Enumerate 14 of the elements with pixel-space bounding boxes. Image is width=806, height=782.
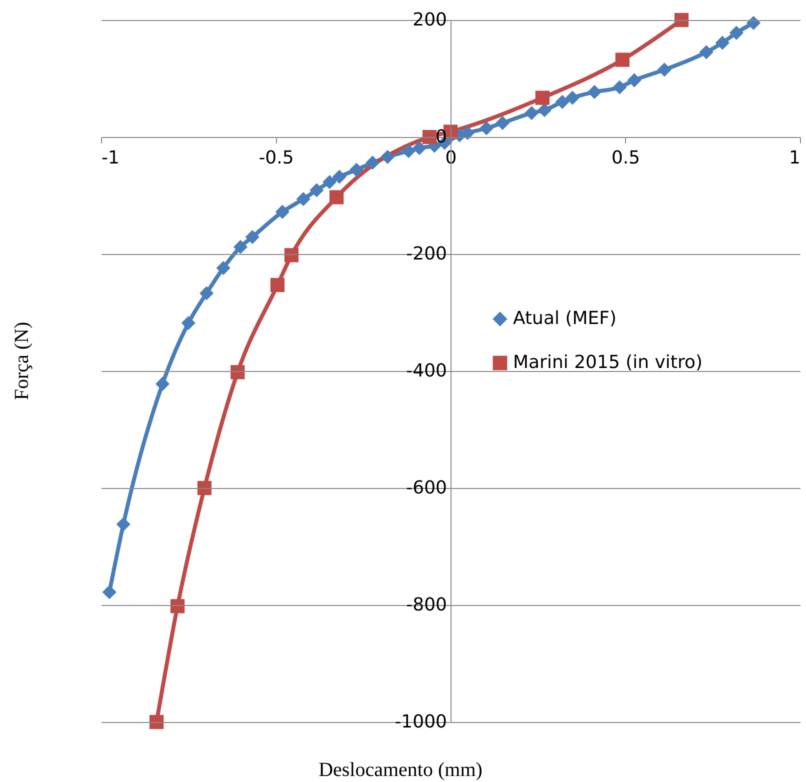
y-tick-label: -200 (406, 244, 447, 264)
x-tick-label: 0.5 (611, 148, 640, 168)
y-tick-label: -600 (406, 478, 447, 498)
y-tick-label: 200 (412, 10, 447, 30)
x-tick-label: 1 (789, 148, 800, 168)
x-tick-label: -1 (102, 148, 120, 168)
y-tick-label: -1000 (394, 712, 447, 732)
x-axis-title: Deslocamento (mm) (318, 759, 482, 781)
legend-label: Marini 2015 (in vitro) (513, 352, 703, 373)
y-tick-label: -800 (406, 594, 447, 616)
x-tick-label: -0.5 (258, 148, 294, 168)
y-tick-label: -400 (406, 360, 447, 382)
legend-label: Atual (MEF) (513, 308, 617, 329)
y-axis-title: Força (N) (11, 322, 33, 400)
